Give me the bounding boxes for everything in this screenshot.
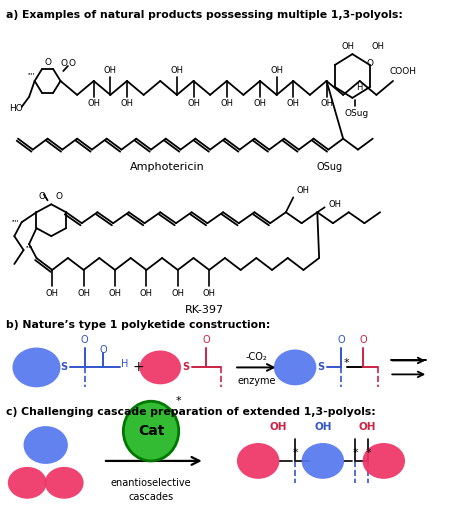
Text: OH: OH bbox=[341, 42, 354, 50]
Text: OH: OH bbox=[87, 99, 100, 108]
Text: H: H bbox=[356, 83, 363, 93]
Text: '''': '''' bbox=[25, 245, 33, 251]
Text: O: O bbox=[360, 334, 367, 345]
Text: enantioselective: enantioselective bbox=[111, 478, 191, 488]
Text: *: * bbox=[344, 358, 350, 369]
Ellipse shape bbox=[24, 426, 68, 464]
Text: enzyme: enzyme bbox=[237, 376, 275, 386]
Text: OH: OH bbox=[203, 289, 216, 298]
Ellipse shape bbox=[139, 350, 181, 384]
Text: OH: OH bbox=[187, 99, 200, 108]
Text: OH: OH bbox=[171, 289, 184, 298]
Text: O: O bbox=[55, 192, 62, 201]
Text: +: + bbox=[132, 360, 144, 374]
Ellipse shape bbox=[274, 349, 316, 385]
Circle shape bbox=[123, 401, 179, 461]
Text: OH: OH bbox=[287, 99, 300, 108]
Text: '''': '''' bbox=[11, 219, 19, 225]
Text: OH: OH bbox=[328, 200, 341, 209]
Text: S: S bbox=[182, 362, 190, 372]
Text: RK-397: RK-397 bbox=[185, 305, 224, 315]
Ellipse shape bbox=[301, 443, 344, 479]
Text: H: H bbox=[120, 359, 128, 369]
Ellipse shape bbox=[12, 347, 61, 387]
Text: OH: OH bbox=[270, 66, 283, 74]
Text: OSug: OSug bbox=[316, 162, 342, 173]
Ellipse shape bbox=[45, 467, 83, 499]
Text: O: O bbox=[38, 192, 46, 201]
Text: '''': '''' bbox=[27, 72, 35, 78]
Text: O: O bbox=[366, 59, 374, 68]
Text: OH: OH bbox=[270, 422, 287, 432]
Text: cascades: cascades bbox=[128, 492, 173, 502]
Text: OH: OH bbox=[104, 66, 117, 74]
Text: OSug: OSug bbox=[345, 109, 369, 118]
Text: OH: OH bbox=[46, 289, 59, 298]
Text: OH: OH bbox=[77, 289, 90, 298]
Text: *: * bbox=[292, 448, 298, 458]
Text: *: * bbox=[176, 396, 182, 406]
Text: *: * bbox=[352, 448, 358, 458]
Text: O: O bbox=[44, 58, 51, 67]
Text: OH: OH bbox=[358, 422, 376, 432]
Text: O: O bbox=[81, 334, 88, 345]
Text: O: O bbox=[99, 345, 107, 355]
Ellipse shape bbox=[8, 467, 46, 499]
Text: O: O bbox=[61, 59, 68, 68]
Text: -CO₂: -CO₂ bbox=[246, 353, 267, 362]
Ellipse shape bbox=[237, 443, 279, 479]
Text: OH: OH bbox=[297, 186, 310, 195]
Text: OH: OH bbox=[254, 99, 266, 108]
Text: a) Examples of natural products possessing multiple 1,3-polyols:: a) Examples of natural products possessi… bbox=[6, 10, 403, 20]
Text: HO: HO bbox=[9, 105, 23, 113]
Text: OH: OH bbox=[220, 99, 233, 108]
Text: OH: OH bbox=[170, 66, 183, 74]
Text: OH: OH bbox=[372, 42, 385, 50]
Text: b) Nature’s type 1 polyketide construction:: b) Nature’s type 1 polyketide constructi… bbox=[6, 320, 270, 330]
Text: S: S bbox=[318, 362, 325, 372]
Text: O: O bbox=[202, 334, 210, 345]
Ellipse shape bbox=[363, 443, 405, 479]
Text: S: S bbox=[61, 362, 68, 372]
Text: OH: OH bbox=[314, 422, 332, 432]
Text: *: * bbox=[365, 448, 371, 458]
Text: Cat: Cat bbox=[138, 424, 164, 438]
Text: OH: OH bbox=[120, 99, 134, 108]
Text: Amphotericin: Amphotericin bbox=[130, 162, 205, 173]
Text: OH: OH bbox=[109, 289, 121, 298]
Text: COOH: COOH bbox=[389, 67, 416, 75]
Text: O: O bbox=[68, 59, 75, 68]
Text: c) Challenging cascade preparation of extended 1,3-polyols:: c) Challenging cascade preparation of ex… bbox=[6, 407, 376, 417]
Text: OH: OH bbox=[140, 289, 153, 298]
Text: O: O bbox=[337, 334, 345, 345]
Text: OH: OH bbox=[320, 99, 333, 108]
